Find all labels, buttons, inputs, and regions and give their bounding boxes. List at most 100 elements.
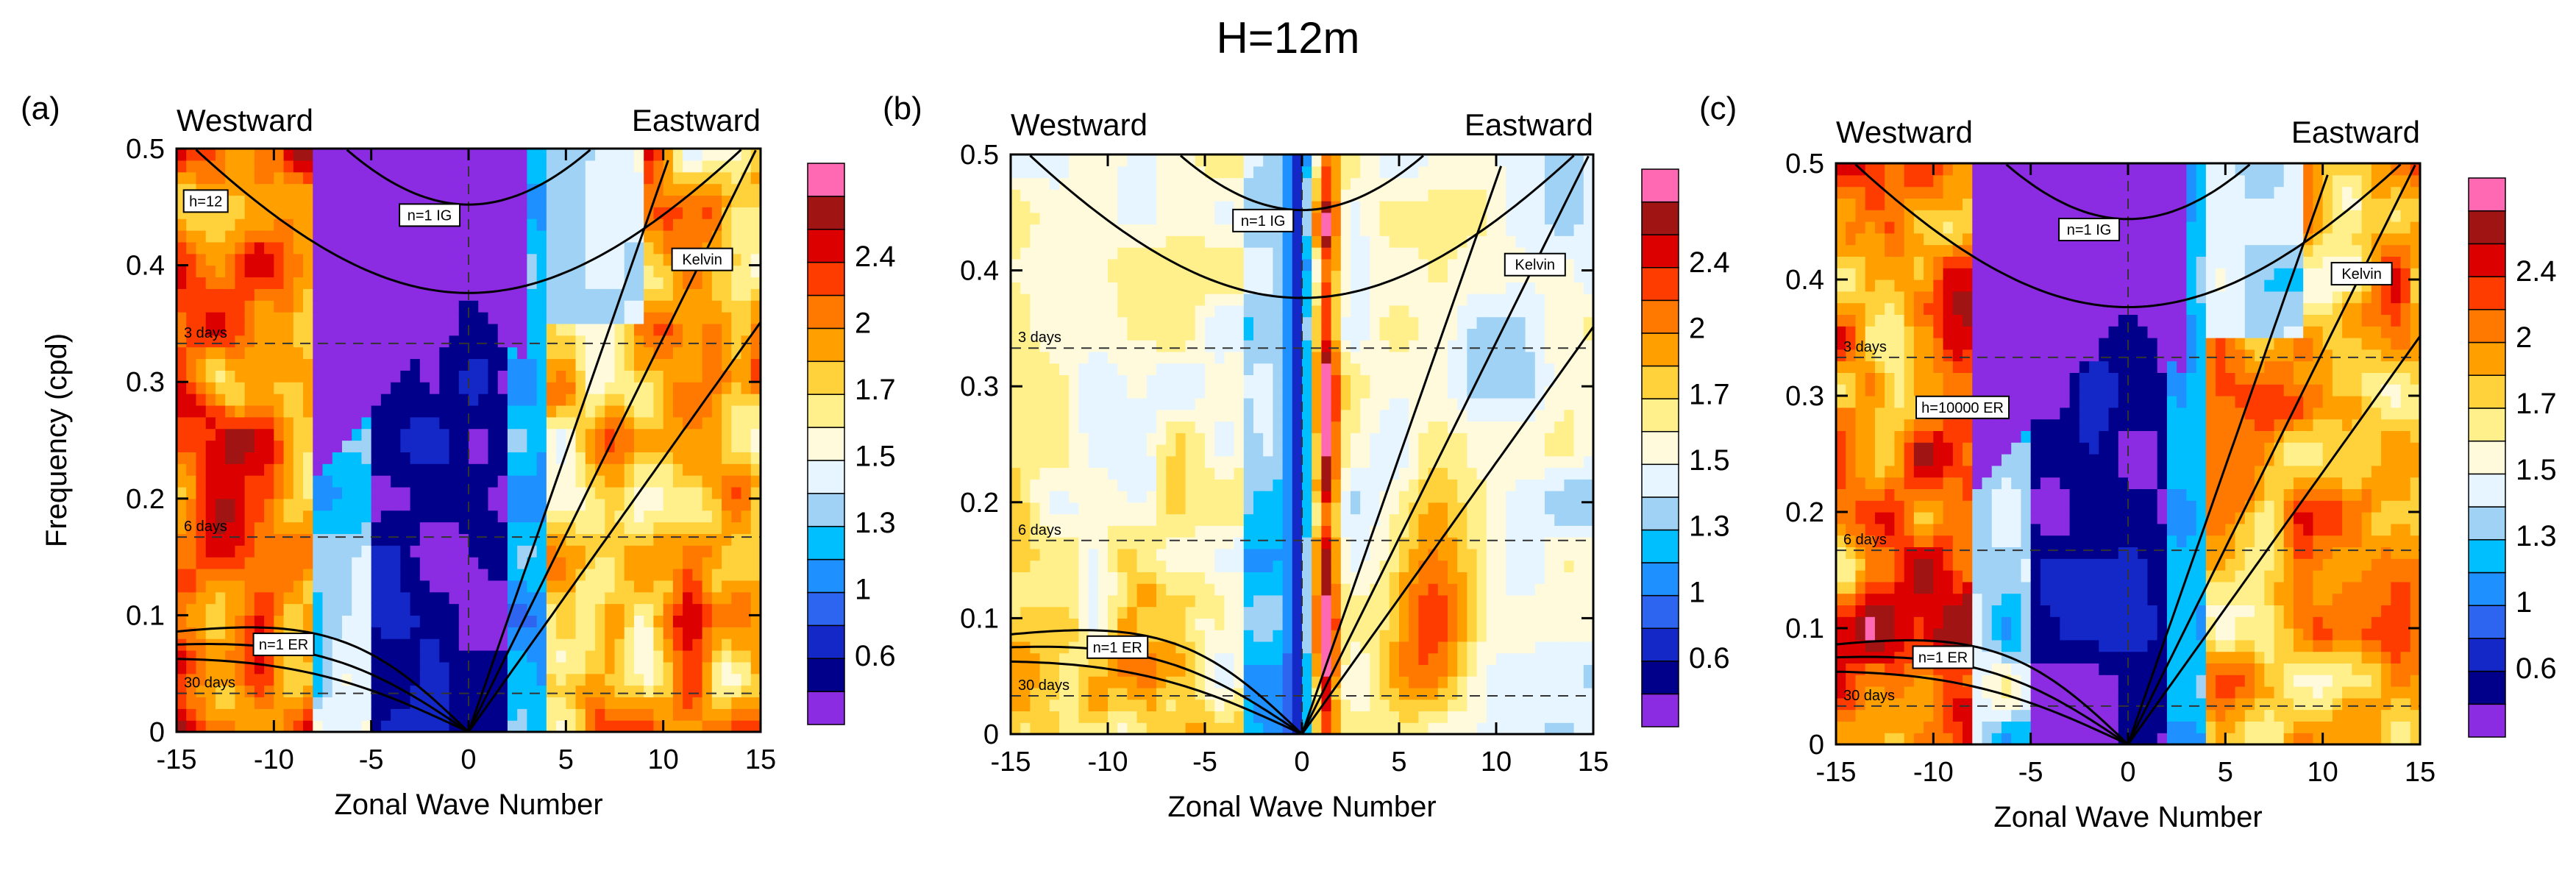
- heatmap-cell: [419, 627, 430, 639]
- heatmap-cell: [1302, 664, 1312, 677]
- heatmap-cell: [1078, 491, 1089, 503]
- heatmap-cell: [731, 253, 742, 266]
- heatmap-cell: [1108, 409, 1118, 422]
- heatmap-cell: [1234, 166, 1245, 179]
- heatmap-cell: [566, 195, 577, 207]
- heatmap-cell: [449, 253, 460, 266]
- period-label: 30 days: [184, 675, 235, 691]
- heatmap-cell: [1049, 525, 1060, 538]
- heatmap-cell: [507, 171, 518, 185]
- heatmap-cell: [458, 510, 469, 523]
- heatmap-cell: [1273, 189, 1284, 202]
- heatmap-cell: [313, 498, 324, 511]
- heatmap-cell: [1078, 687, 1089, 700]
- heatmap-cell: [683, 591, 693, 605]
- heatmap-cell: [235, 673, 246, 686]
- heatmap-cell: [1088, 513, 1099, 526]
- heatmap-cell: [605, 568, 616, 581]
- heatmap-cell: [731, 452, 742, 464]
- heatmap-cell: [702, 486, 713, 499]
- figure-title: H=12m: [1216, 13, 1359, 63]
- heatmap-cell: [722, 510, 732, 523]
- heatmap-cell: [410, 486, 421, 499]
- heatmap-cell: [215, 288, 226, 301]
- heatmap-cell: [371, 149, 382, 161]
- heatmap-cell: [196, 335, 207, 348]
- heatmap-cell: [1234, 560, 1245, 572]
- heatmap-cell: [283, 603, 294, 616]
- heatmap-cell: [1185, 525, 1196, 538]
- heatmap-cell: [1370, 270, 1381, 282]
- heatmap-cell: [254, 207, 265, 219]
- heatmap-cell: [731, 323, 742, 336]
- heatmap-cell: [458, 171, 469, 185]
- heatmap-cell: [205, 568, 216, 581]
- heatmap-cell: [215, 475, 226, 488]
- heatmap-cell: [1020, 479, 1031, 491]
- heatmap-cell: [264, 510, 274, 523]
- heatmap-cell: [177, 416, 187, 430]
- heatmap-cell: [1185, 479, 1196, 491]
- heatmap-cell: [1136, 374, 1148, 387]
- heatmap-cell: [624, 580, 635, 593]
- heatmap-cell: [371, 370, 382, 382]
- heatmap-cell: [692, 394, 703, 406]
- heatmap-cell: [254, 428, 265, 441]
- heatmap-cell: [1312, 652, 1322, 666]
- heatmap-cell: [1321, 340, 1332, 352]
- heatmap-cell: [410, 498, 421, 511]
- heatmap-cell: [711, 288, 722, 301]
- heatmap-cell: [215, 265, 226, 278]
- heatmap-cell: [1175, 699, 1186, 712]
- heatmap-cell: [1321, 421, 1332, 433]
- heatmap-cell: [633, 452, 644, 464]
- heatmap-cell: [449, 475, 460, 488]
- heatmap-cell: [1331, 154, 1342, 167]
- heatmap-cell: [458, 673, 469, 686]
- heatmap-cell: [595, 486, 605, 499]
- heatmap-cell: [497, 428, 508, 441]
- heatmap-cell: [1185, 409, 1196, 422]
- heatmap-cell: [488, 475, 499, 488]
- heatmap-cell: [205, 463, 216, 476]
- heatmap-cell: [1039, 664, 1050, 677]
- heatmap-cell: [1088, 687, 1099, 700]
- colorbar-segment: [807, 591, 845, 627]
- heatmap-cell: [1214, 201, 1225, 213]
- heatmap-cell: [1370, 166, 1381, 179]
- heatmap-cell: [1340, 316, 1351, 329]
- heatmap-cell: [1108, 433, 1118, 445]
- heatmap-cell: [391, 288, 401, 301]
- heatmap-cell: [293, 358, 304, 371]
- heatmap-cell: [1302, 525, 1312, 538]
- heatmap-cell: [215, 382, 226, 394]
- heatmap-cell: [235, 241, 246, 255]
- heatmap-cell: [1214, 247, 1225, 260]
- heatmap-cell: [1263, 548, 1273, 561]
- heatmap-cell: [1108, 340, 1118, 352]
- heatmap-cell: [322, 638, 333, 651]
- heatmap-cell: [419, 545, 430, 558]
- heatmap-cell: [361, 253, 372, 266]
- heatmap-cell: [1351, 351, 1361, 364]
- heatmap-cell: [196, 230, 207, 243]
- heatmap-cell: [400, 241, 411, 255]
- heatmap-cell: [750, 580, 761, 593]
- heatmap-cell: [1039, 212, 1050, 225]
- heatmap-cell: [430, 428, 440, 441]
- heatmap-cell: [1224, 583, 1235, 596]
- heatmap-cell: [1302, 340, 1312, 352]
- heatmap-cell: [1214, 699, 1225, 712]
- heatmap-cell: [624, 288, 635, 301]
- heatmap-cell: [244, 300, 255, 313]
- heatmap-cell: [391, 218, 401, 231]
- heatmap-cell: [741, 277, 752, 289]
- heatmap-cell: [1360, 491, 1370, 503]
- heatmap-cell: [731, 277, 742, 289]
- heatmap-cell: [731, 638, 742, 651]
- heatmap-cell: [614, 253, 625, 266]
- heatmap-cell: [430, 638, 440, 651]
- heatmap-cell: [663, 591, 674, 605]
- heatmap-cell: [1282, 189, 1293, 202]
- heatmap-cell: [1146, 548, 1157, 561]
